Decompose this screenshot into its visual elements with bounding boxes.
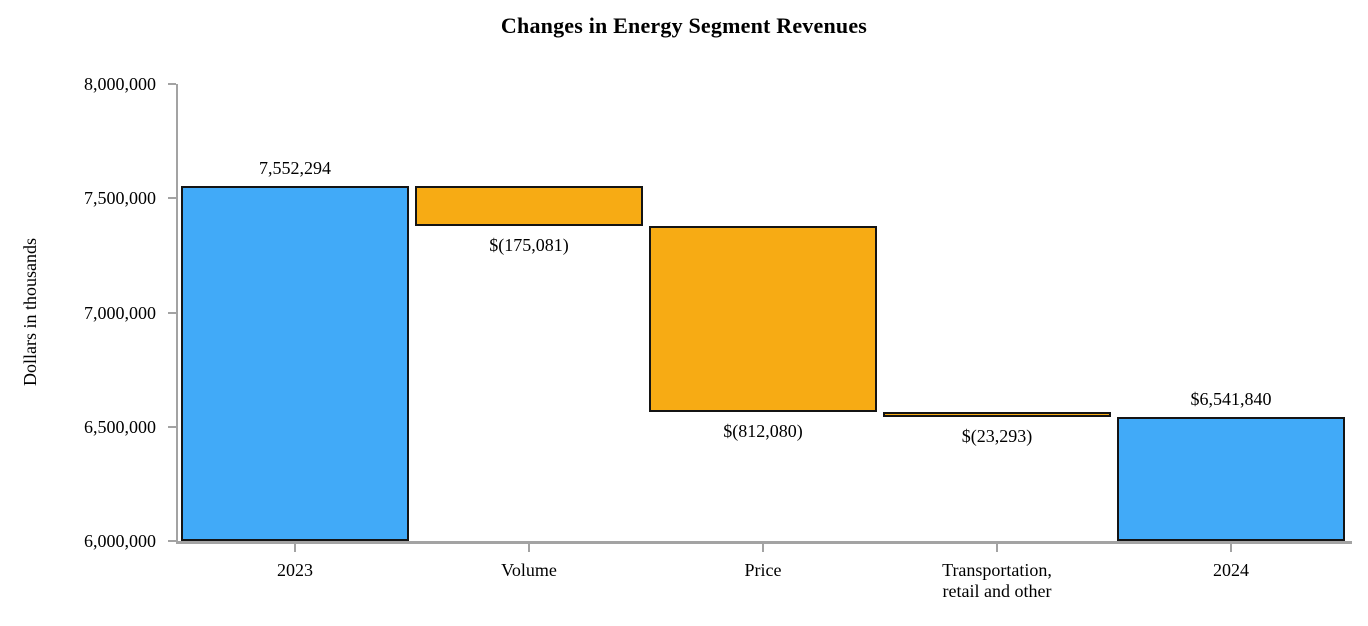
y-tick-label: 6,500,000 <box>84 416 156 437</box>
bar-volume <box>415 186 643 227</box>
y-axis-line <box>176 84 178 544</box>
y-tick <box>168 197 176 200</box>
x-axis-label-2024: 2024 <box>1213 560 1249 580</box>
y-tick-label: 6,000,000 <box>84 531 156 551</box>
y-tick <box>168 425 176 428</box>
y-tick-label: 8,000,000 <box>84 74 156 94</box>
y-tick <box>168 311 176 314</box>
bar-value-label-transportation-retail-and-other: $(23,293) <box>961 426 1033 447</box>
bar-value-label-volume: $(175,081) <box>489 235 569 256</box>
bar-value-label-2024: $6,541,840 <box>1190 389 1272 410</box>
bar-value-label-price: $(812,080) <box>723 420 803 441</box>
y-tick <box>168 540 176 542</box>
y-tick-label: 7,500,000 <box>84 188 156 209</box>
bar-2023 <box>181 186 409 541</box>
chart-title: Changes in Energy Segment Revenues <box>500 13 868 38</box>
x-tick <box>294 544 296 552</box>
x-axis-label-price: Price <box>744 560 782 580</box>
x-tick <box>1230 544 1232 552</box>
y-axis-title: Dollars in thousands <box>20 238 40 386</box>
x-tick <box>762 544 764 552</box>
bar-2024 <box>1117 417 1345 541</box>
bar-price <box>649 226 877 412</box>
x-axis-label-transportation-retail-and-other: Transportation, retail and other <box>942 560 1052 601</box>
x-tick <box>528 544 530 552</box>
x-tick <box>996 544 998 552</box>
bar-value-label-2023: 7,552,294 <box>259 158 331 179</box>
y-tick-label: 7,000,000 <box>84 302 156 323</box>
x-axis-label-volume: Volume <box>501 560 557 580</box>
y-tick <box>168 83 176 85</box>
plot-area: 8,000,000 7,500,000 7,000,000 6,500,000 6,00… <box>84 74 1352 601</box>
bar-transportation-retail-and-other <box>883 411 1111 418</box>
x-axis-label-2023: 2023 <box>277 560 313 580</box>
x-axis-line <box>176 541 1352 544</box>
